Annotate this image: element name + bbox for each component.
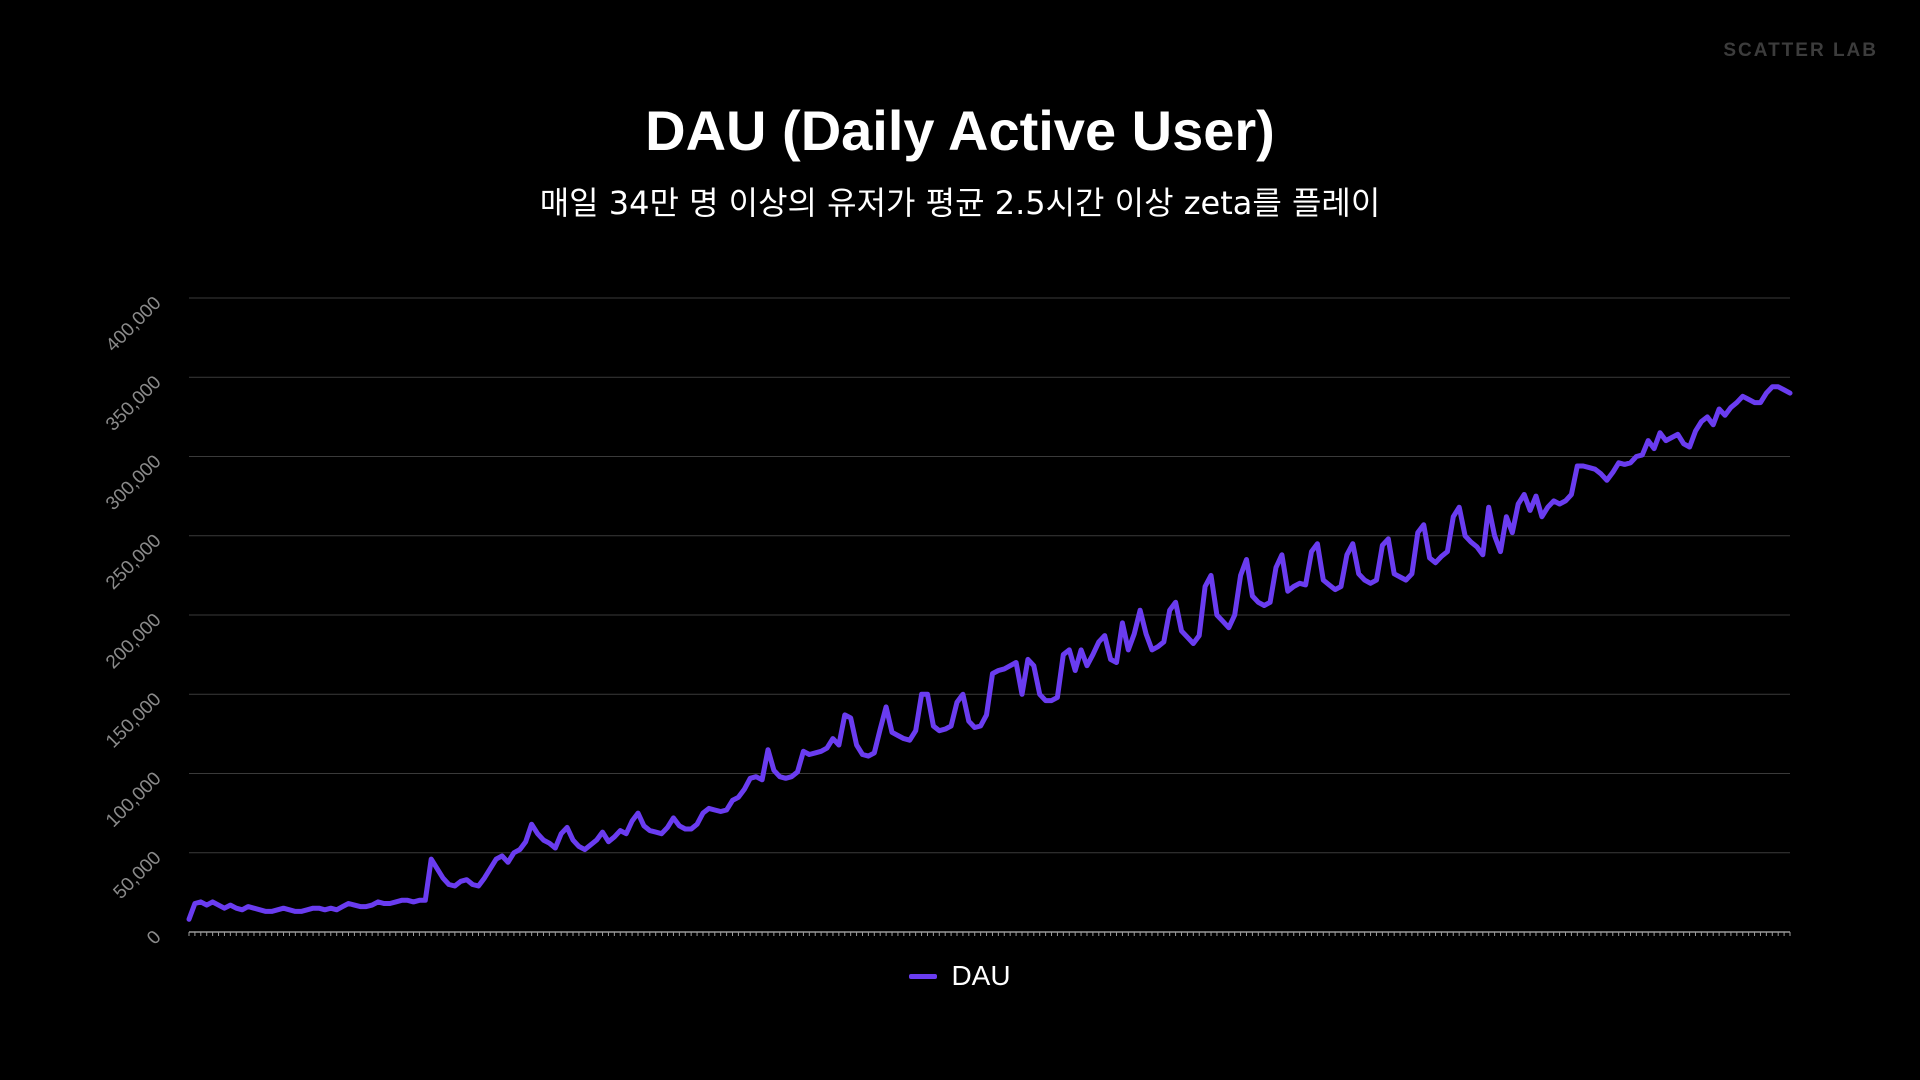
legend-swatch-dau <box>909 973 938 979</box>
y-tick-label: 150,000 <box>102 689 165 752</box>
legend-label-dau: DAU <box>951 960 1011 991</box>
y-tick-label: 50,000 <box>110 847 166 903</box>
series-layer <box>186 384 1793 922</box>
y-tick-label: 350,000 <box>102 372 165 435</box>
y-tick-label: 400,000 <box>102 293 165 356</box>
series-line-dau <box>186 384 1793 922</box>
chart-title: DAU (Daily Active User) <box>645 99 1275 162</box>
y-tick-label: 0 <box>143 927 165 949</box>
y-tick-label: 300,000 <box>102 451 165 514</box>
y-tick-label: 250,000 <box>102 530 165 593</box>
y-tick-label: 200,000 <box>102 610 165 673</box>
grid-lines <box>189 297 1790 854</box>
y-axis-ticks: 0 50,000 100,000 150,000 200,000 250,000 300,0… <box>102 293 165 949</box>
legend: DAU <box>0 960 1920 992</box>
brand-logo: SCATTER LAB <box>1723 40 1878 61</box>
x-axis <box>188 931 1791 936</box>
y-tick-label: 100,000 <box>102 768 165 831</box>
chart-subtitle: 매일 34만 명 이상의 유저가 평균 2.5시간 이상 zeta를 플레이 <box>539 184 1381 222</box>
